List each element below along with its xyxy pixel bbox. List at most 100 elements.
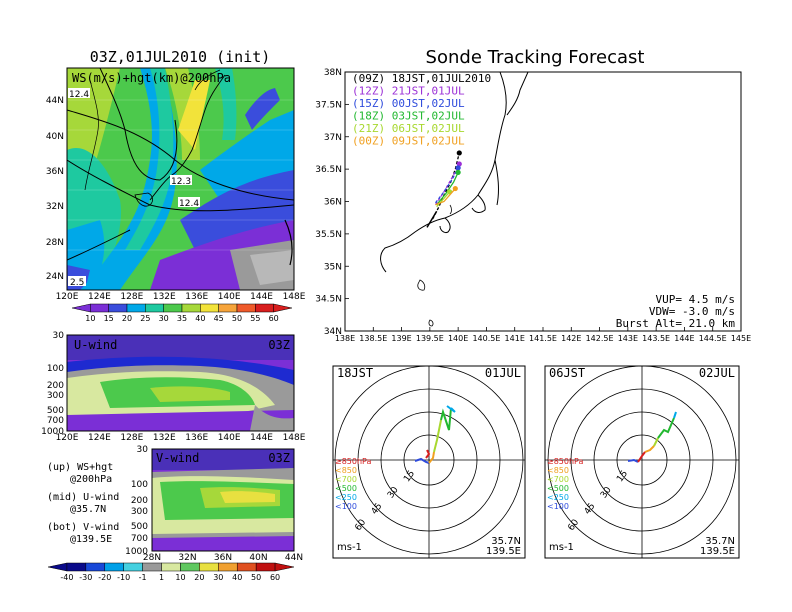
- vup-text: VUP= 4.5 m/s: [656, 293, 735, 306]
- u-pressure-tick: 1000: [41, 427, 64, 437]
- track-lat-tick: 35.5N: [315, 230, 342, 240]
- track-lon-tick: 142E: [561, 334, 581, 343]
- v-pressure-tick: 200: [131, 496, 148, 506]
- ws-colorbar-swatch: [218, 303, 238, 313]
- v-pressure-tick: 30: [137, 445, 149, 455]
- map-lon-tick: 144E: [250, 292, 273, 302]
- u-pressure-tick: 100: [47, 364, 64, 374]
- track-lon-tick: 141E: [505, 334, 525, 343]
- track-lat-tick: 36N: [324, 198, 342, 208]
- track-lat-tick: 34N: [324, 327, 342, 337]
- map-lon-tick: 120E: [56, 292, 79, 302]
- track-lon-tick: 145E: [731, 334, 751, 343]
- u-wind-label: U-wind: [74, 338, 117, 352]
- tracking-map: [345, 72, 741, 331]
- track-lon-tick: 144.5E: [699, 334, 727, 343]
- legend-line-5: (bot) V-wind: [47, 522, 119, 533]
- hodograph-trace: [653, 437, 659, 447]
- trajectory-line: [434, 167, 459, 204]
- ws-colorbar-label: 60: [269, 314, 279, 323]
- hodograph-trace: [414, 457, 430, 464]
- ws-colorbar-swatch: [163, 303, 183, 313]
- ws-colorbar-swatch: [108, 303, 128, 313]
- ws-colorbar-label: 45: [214, 314, 224, 323]
- trajectory-line: [436, 172, 459, 206]
- u-pressure-tick: 300: [47, 391, 64, 401]
- hodograph-time: 18JST: [337, 366, 373, 380]
- anom-colorbar-swatch: [66, 562, 87, 572]
- anom-colorbar-label: 50: [251, 573, 261, 582]
- contour-label-3: 12.4: [179, 199, 199, 209]
- v-wind-heatmap: [152, 449, 294, 551]
- v-lat-tick: 36N: [214, 553, 232, 563]
- map-lat-tick: 32N: [46, 202, 64, 212]
- v-frame: [151, 448, 295, 552]
- map-lon-tick: 148E: [283, 292, 306, 302]
- hodograph-unit: ms-1: [549, 542, 574, 553]
- map-lon-tick: 132E: [153, 292, 176, 302]
- hodograph-level-label: <250: [547, 493, 569, 502]
- track-lon-tick: 140E: [448, 334, 468, 343]
- track-lat-tick: 34.5N: [315, 295, 342, 305]
- u-lon-tick: 148E: [283, 433, 306, 443]
- anom-colorbar-swatch: [142, 562, 162, 572]
- hodograph-trace: [644, 445, 655, 453]
- anom-colorbar-label: 1: [159, 573, 164, 582]
- u-lon-tick: 140E: [218, 433, 241, 443]
- hodograph-trace: [657, 417, 675, 439]
- track-lon-tick: 139E: [391, 334, 411, 343]
- contour-label-1: 12.4: [69, 90, 89, 100]
- hodograph-trace: [425, 449, 431, 459]
- anom-colorbar-label: -40: [60, 573, 73, 582]
- anom-colorbar-swatch: [255, 562, 276, 572]
- hodograph-level-label: <850: [335, 466, 357, 475]
- v-lat-tick: 32N: [178, 553, 196, 563]
- ws-colorbar-swatch: [126, 303, 146, 313]
- run-legend-entry: (09Z) 18JST,01JUL2010: [352, 72, 491, 85]
- anom-colorbar-swatch: [199, 562, 219, 572]
- track-lon-tick: 138E: [335, 334, 355, 343]
- ws-colorbar-label: 30: [159, 314, 169, 323]
- u-lon-tick: 144E: [250, 433, 273, 443]
- anom-colorbar-cap-low: [47, 562, 68, 572]
- hodograph-trace: [433, 419, 442, 453]
- v-lat-tick: 40N: [249, 553, 267, 563]
- hodograph-level-label: <100: [547, 502, 569, 511]
- hodograph-date: 02JUL: [699, 366, 735, 380]
- anom-colorbar-swatch: [123, 562, 143, 572]
- trajectory-endpoint: [455, 169, 461, 175]
- track-lat-tick: 36.5N: [315, 165, 342, 175]
- u-pressure-tick: 500: [47, 406, 64, 416]
- contour-label-4: 2.5: [70, 278, 84, 288]
- anom-colorbar-label: -30: [79, 573, 92, 582]
- track-lon-tick: 140.5E: [472, 334, 500, 343]
- ws-colorbar-swatch: [255, 303, 274, 313]
- anom-colorbar-label: 20: [194, 573, 204, 582]
- ws-colorbar-swatch: [236, 303, 256, 313]
- v-wind-time: 03Z: [268, 451, 290, 465]
- v-pressure-tick: 300: [131, 507, 148, 517]
- ws-colorbar-label: 10: [85, 314, 95, 323]
- track-lat-tick: 35N: [324, 262, 342, 272]
- hodograph-lat: 35.7N: [705, 536, 735, 547]
- anom-colorbar-label: -1: [139, 573, 147, 582]
- hodograph-level-label: <700: [547, 475, 569, 484]
- hodograph-trace: [440, 407, 452, 431]
- track-lat-tick: 37.5N: [315, 100, 342, 110]
- anom-colorbar-label: -20: [98, 573, 111, 582]
- trajectory-endpoint: [456, 150, 462, 156]
- hodograph-trace: [446, 405, 456, 413]
- run-legend-entry: (00Z) 09JST,02JUL: [352, 135, 465, 148]
- v-lat-tick: 44N: [285, 553, 303, 563]
- ws-colorbar-swatch: [145, 303, 164, 313]
- u-lon-tick: 128E: [120, 433, 143, 443]
- track-lon-tick: 139.5E: [416, 334, 444, 343]
- ws-colorbar-swatch: [200, 303, 219, 313]
- track-lon-tick: 144E: [674, 334, 694, 343]
- left-map-title: 03Z,01JUL2010 (init): [90, 48, 271, 66]
- hodograph-level-label: <500: [547, 484, 569, 493]
- legend-line-6: @139.5E: [70, 534, 112, 545]
- tracking-title: Sonde Tracking Forecast: [426, 47, 645, 68]
- anom-colorbar-swatch: [85, 562, 106, 572]
